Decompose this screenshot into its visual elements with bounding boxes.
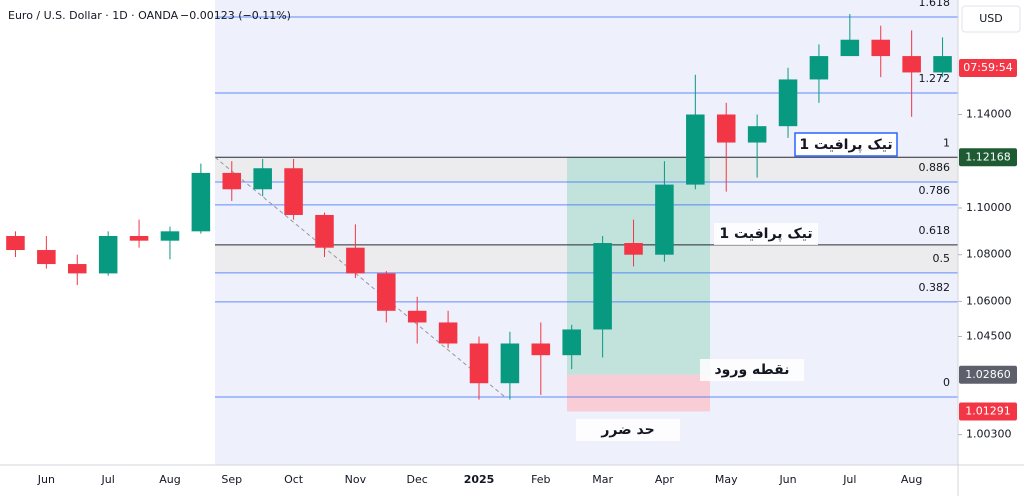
candle-body <box>160 231 180 241</box>
annotation-bg <box>700 359 804 381</box>
candle-body <box>686 114 705 185</box>
candle-body <box>222 172 242 190</box>
countdown-label: 07:59:54 <box>963 61 1012 74</box>
price-tag-label: 1.02860 <box>965 368 1011 381</box>
fib-label: 1.618 <box>919 0 951 9</box>
candle-body <box>902 56 921 73</box>
chart-title: Euro / U.S. Dollar · 1D · OANDA <box>8 9 179 22</box>
price-tag-label: 1.01291 <box>965 404 1011 417</box>
annotation-box <box>794 132 898 157</box>
countdown-tag <box>959 59 1017 77</box>
y-tick-label: 1.10000 <box>966 201 1012 214</box>
y-tick-label: 1.06000 <box>966 294 1012 307</box>
candle-body <box>6 236 25 251</box>
candle-body <box>716 114 736 143</box>
candle-body <box>67 264 87 274</box>
candle-body <box>531 343 551 356</box>
x-tick-label: Aug <box>901 473 922 486</box>
x-tick-label: Jul <box>101 473 115 486</box>
candle-body <box>778 79 798 127</box>
candle-body <box>253 168 272 190</box>
plot-area <box>6 0 958 465</box>
x-tick-label: May <box>715 473 738 486</box>
x-tick-label: Sep <box>221 473 242 486</box>
fib-label: 0.382 <box>919 281 951 294</box>
annotation: نقطه ورود <box>715 362 790 378</box>
candle-body <box>933 56 952 73</box>
annotation-bg <box>576 419 680 441</box>
fib-label: 0.786 <box>919 184 951 197</box>
x-tick-label: Jun <box>37 473 55 486</box>
x-tick-label: Feb <box>531 473 550 486</box>
annotation: حد ضرر <box>600 422 654 438</box>
candle-body <box>407 310 427 323</box>
candle-body <box>315 214 334 248</box>
currency-box[interactable] <box>961 5 1021 33</box>
annotation: تیک پرافیت 1 <box>719 226 812 242</box>
x-tick-label: Oct <box>284 473 304 486</box>
fib-label: 0 <box>943 376 950 389</box>
candle-body <box>191 172 211 232</box>
annotation: تیک پرافیت 1 <box>799 137 892 153</box>
x-tick-label: Dec <box>407 473 428 486</box>
fib-label: 1.272 <box>919 72 951 85</box>
profit-zone <box>567 157 710 375</box>
x-tick-label: Aug <box>159 473 180 486</box>
y-tick-label: 1.04500 <box>966 329 1012 342</box>
candle-body <box>37 250 56 265</box>
candle-body <box>655 184 674 255</box>
currency[interactable]: USD <box>979 12 1003 25</box>
candle-body <box>98 236 118 274</box>
price-change: −0.00123 (−0.11%) <box>180 9 291 22</box>
loss-zone <box>567 374 710 412</box>
x-tick-label: Jun <box>778 473 796 486</box>
candle-body <box>871 39 891 57</box>
candle-body <box>129 236 149 241</box>
fib-label: 0.886 <box>919 161 951 174</box>
price-tag <box>959 365 1017 384</box>
candle-body <box>377 273 396 311</box>
candle-body <box>500 343 520 384</box>
y-tick-label: 1.14000 <box>966 107 1012 120</box>
x-tick-label: Apr <box>655 473 675 486</box>
candle-body <box>840 39 860 57</box>
price-tag-label: 1.12168 <box>965 150 1011 163</box>
x-tick-label: Nov <box>345 473 367 486</box>
x-tick-label: Jul <box>842 473 856 486</box>
candle-body <box>624 243 643 255</box>
x-tick-label: 2025 <box>464 473 495 486</box>
x-tick-label: Mar <box>592 473 613 486</box>
candle-body <box>469 343 489 384</box>
fib-label: 0.5 <box>933 252 951 265</box>
fib-label: 0.618 <box>919 224 951 237</box>
candle-body <box>284 168 303 215</box>
candle-body <box>562 329 581 356</box>
candle-body <box>593 243 612 330</box>
price-tag <box>959 402 1017 421</box>
annotation-bg <box>714 223 818 245</box>
y-tick-label: 1.08000 <box>966 248 1012 261</box>
candle-body <box>438 322 458 344</box>
candle-body <box>809 56 829 80</box>
candle-body <box>747 126 767 143</box>
candle-body <box>346 247 365 274</box>
fib-label: 1 <box>943 136 950 149</box>
y-tick-label: 1.00300 <box>966 428 1012 441</box>
price-tag <box>959 148 1017 167</box>
